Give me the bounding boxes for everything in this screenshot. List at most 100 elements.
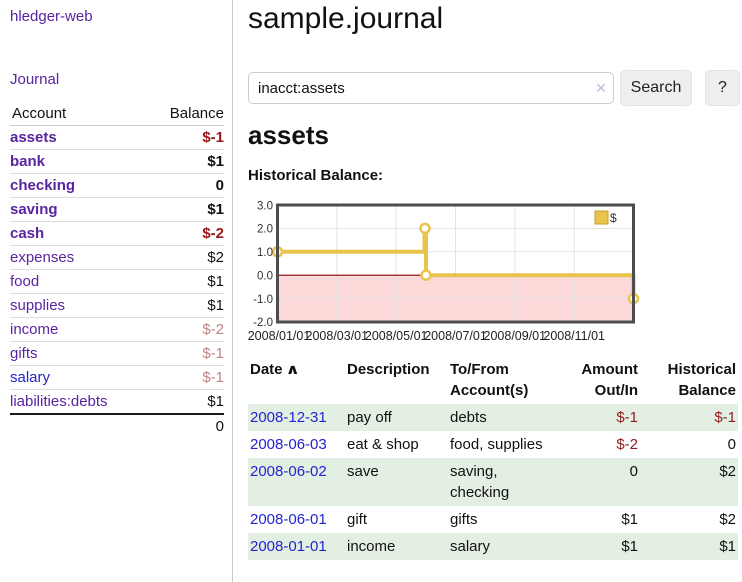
account-balance: $1: [207, 393, 224, 410]
transaction-row[interactable]: 2008-06-01 gift gifts $1 $2: [248, 506, 738, 533]
account-link-food[interactable]: food: [10, 273, 40, 290]
account-link-salary[interactable]: salary: [10, 369, 51, 386]
register-header-row: Date ∧ Description To/From Account(s) Amo…: [248, 356, 738, 404]
account-balance-table: Account Balance assets $-1 bank $1 check…: [10, 102, 224, 438]
search-input[interactable]: [248, 72, 614, 104]
account-balance: $-2: [202, 321, 224, 338]
historical-balance-chart[interactable]: $ 3.0 2.0 1.0 0.0 -1.0 -2.0 2008/01/01 2…: [248, 200, 648, 348]
account-balance: $2: [207, 249, 224, 266]
svg-text:2008/01/01: 2008/01/01: [248, 329, 310, 343]
transaction-balance: $-1: [714, 409, 736, 426]
nav-journal-link[interactable]: Journal: [10, 71, 60, 88]
account-balance: $1: [207, 201, 224, 218]
chart-y-axis: 3.0 2.0 1.0 0.0 -1.0 -2.0: [253, 201, 273, 330]
transaction-amount: 0: [629, 463, 638, 480]
chart-data-points: [271, 222, 640, 305]
account-link-cash[interactable]: cash: [10, 225, 45, 242]
account-balance: $1: [207, 273, 224, 290]
transaction-description: save: [347, 463, 379, 480]
svg-text:2.0: 2.0: [257, 224, 273, 236]
transaction-accounts: salary: [450, 538, 491, 555]
account-balance: $-1: [202, 369, 224, 386]
svg-text:2008/11/01: 2008/11/01: [543, 329, 605, 343]
svg-text:2008/03/01: 2008/03/01: [306, 329, 369, 343]
register-table: Date ∧ Description To/From Account(s) Amo…: [248, 356, 738, 560]
balance-column-header: Balance: [169, 105, 224, 122]
help-button[interactable]: ?: [705, 70, 740, 106]
account-row: saving $1: [10, 198, 224, 222]
sidebar: hledger-web Journal Account Balance asse…: [0, 0, 233, 582]
main-content: sample.journal ✕ Search ? assets Histori…: [248, 0, 742, 582]
balance-column-header: Historical Balance: [667, 361, 736, 399]
transaction-accounts: food, supplies: [450, 436, 543, 453]
transaction-description: gift: [347, 511, 368, 528]
clear-search-icon[interactable]: ✕: [595, 80, 607, 96]
svg-text:3.0: 3.0: [257, 201, 273, 213]
transaction-balance: 0: [727, 436, 736, 453]
account-total-balance: 0: [215, 418, 224, 435]
account-heading: assets: [248, 120, 329, 150]
transaction-balance: $1: [719, 538, 736, 555]
chart-canvas: $ 3.0 2.0 1.0 0.0 -1.0 -2.0 2008/01/01 2…: [248, 201, 640, 343]
account-link-liabilities-debts[interactable]: liabilities:debts: [10, 393, 108, 410]
transaction-balance: $2: [719, 511, 736, 528]
account-row: liabilities:debts $1: [10, 390, 224, 414]
transaction-amount: $1: [621, 511, 638, 528]
account-balance: $-2: [202, 225, 224, 242]
account-link-saving[interactable]: saving: [10, 201, 58, 218]
transaction-date-link[interactable]: 2008-06-02: [250, 463, 327, 480]
account-total-row: 0: [10, 414, 224, 438]
transaction-description: income: [347, 538, 396, 555]
account-row: food $1: [10, 270, 224, 294]
chart-legend: $: [594, 210, 617, 225]
transaction-amount: $-1: [616, 409, 638, 426]
account-row: assets $-1: [10, 126, 224, 150]
account-link-expenses[interactable]: expenses: [10, 249, 75, 266]
account-link-gifts[interactable]: gifts: [10, 345, 38, 362]
description-column-header: Description: [347, 361, 430, 378]
amount-column-header: Amount Out/In: [581, 361, 638, 399]
transaction-row[interactable]: 2008-06-03 eat & shop food, supplies $-2…: [248, 431, 738, 458]
account-row: gifts $-1: [10, 342, 224, 366]
account-link-assets[interactable]: assets: [10, 129, 57, 146]
transaction-date-link[interactable]: 2008-01-01: [250, 538, 327, 555]
transaction-row[interactable]: 2008-06-02 save saving, checking 0 $2: [248, 458, 738, 506]
search-button[interactable]: Search: [620, 70, 692, 106]
account-row: expenses $2: [10, 246, 224, 270]
svg-text:1.0: 1.0: [257, 247, 273, 259]
app-brand-link[interactable]: hledger-web: [10, 8, 93, 25]
chart-x-axis: 2008/01/01 2008/03/01 2008/05/01 2008/07…: [248, 329, 605, 343]
account-balance: $1: [207, 297, 224, 314]
svg-text:2008/05/01: 2008/05/01: [365, 329, 428, 343]
date-column-header[interactable]: Date ∧: [250, 361, 300, 378]
account-balance: $-1: [202, 129, 224, 146]
transaction-description: eat & shop: [347, 436, 419, 453]
legend-swatch: [594, 210, 609, 225]
transaction-accounts: saving, checking: [450, 463, 510, 501]
transaction-amount: $-2: [616, 436, 638, 453]
account-column-header: Account: [12, 105, 67, 122]
svg-text:0.0: 0.0: [257, 271, 273, 283]
transaction-row[interactable]: 2008-01-01 income salary $1 $1: [248, 533, 738, 560]
transaction-accounts: gifts: [450, 511, 478, 528]
account-link-checking[interactable]: checking: [10, 177, 76, 194]
account-link-supplies[interactable]: supplies: [10, 297, 66, 314]
sort-ascending-icon: ∧: [285, 361, 300, 377]
account-table-header: Account Balance: [10, 102, 224, 126]
legend-label: $: [610, 211, 617, 225]
svg-text:-1.0: -1.0: [253, 294, 273, 306]
account-balance: 0: [215, 177, 224, 194]
transaction-description: pay off: [347, 409, 392, 426]
chart-title: Historical Balance:: [248, 167, 384, 184]
transaction-date-link[interactable]: 2008-06-01: [250, 511, 327, 528]
transaction-date-link[interactable]: 2008-06-03: [250, 436, 327, 453]
transaction-row[interactable]: 2008-12-31 pay off debts $-1 $-1: [248, 404, 738, 431]
account-row: supplies $1: [10, 294, 224, 318]
account-link-income[interactable]: income: [10, 321, 59, 338]
transaction-date-link[interactable]: 2008-12-31: [250, 409, 327, 426]
accounts-column-header: To/From Account(s): [450, 361, 529, 399]
account-link-bank[interactable]: bank: [10, 153, 46, 170]
account-row: cash $-2: [10, 222, 224, 246]
account-balance: $1: [207, 153, 224, 170]
account-row: salary $-1: [10, 366, 224, 390]
